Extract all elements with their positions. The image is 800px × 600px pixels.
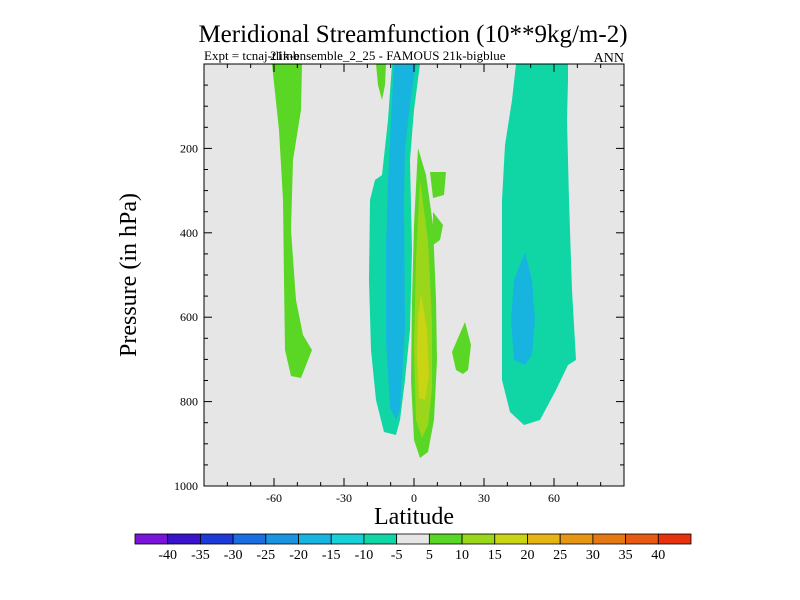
chart-title: Meridional Streamfunction (10**9kg/m-2) bbox=[198, 21, 627, 48]
y-tick-label: 400 bbox=[180, 226, 198, 240]
x-tick-label: -30 bbox=[336, 491, 352, 505]
colorbar-label: 10 bbox=[455, 548, 469, 563]
colorbar-swatch bbox=[559, 533, 594, 545]
contour-nh-small-cell bbox=[452, 322, 471, 374]
colorbar-swatch bbox=[330, 533, 365, 545]
x-tick-label: 0 bbox=[411, 491, 417, 505]
plot-area: -60 -30 0 30 60 200 400 600 800 1000 bbox=[174, 63, 625, 505]
colorbar-swatch bbox=[592, 533, 626, 545]
y-tick-label: 200 bbox=[180, 141, 198, 155]
colorbar-swatch bbox=[298, 533, 332, 545]
contour-small-blob-right bbox=[430, 172, 446, 198]
colorbar-label: -35 bbox=[191, 548, 210, 563]
colorbar-swatch bbox=[494, 533, 528, 545]
colorbar-label: -30 bbox=[224, 548, 243, 563]
y-tick-label: 800 bbox=[180, 395, 198, 409]
x-axis: -60 -30 0 30 60 bbox=[203, 64, 625, 505]
colorbar-swatch bbox=[625, 533, 659, 545]
colorbar-swatch bbox=[657, 533, 692, 545]
x-tick-label: 30 bbox=[478, 491, 490, 505]
contour-nh-small-cell-tip bbox=[433, 212, 443, 245]
y-axis: 200 400 600 800 1000 bbox=[174, 63, 624, 493]
colorbar-label: 5 bbox=[426, 548, 433, 563]
contour-sh-tropical-cell-inner bbox=[386, 64, 416, 420]
y-tick-label: 600 bbox=[180, 310, 198, 324]
contour-nh-midlat-cell-outer bbox=[502, 64, 576, 425]
chart-subtitle-overlap: 21k-ensemble_2_25 - FAMOUS 21k-bigblue bbox=[270, 48, 506, 63]
chart-subtitle-right: ANN bbox=[594, 51, 624, 66]
colorbar-swatch bbox=[232, 533, 267, 545]
colorbar-label: -25 bbox=[256, 548, 275, 563]
colorbar-swatch bbox=[363, 533, 398, 545]
colorbar-label: 20 bbox=[520, 548, 534, 563]
contour-sh-subpolar-cell bbox=[272, 64, 312, 378]
y-axis-label: Pressure (in hPa) bbox=[116, 193, 142, 357]
colorbar-label: -5 bbox=[391, 548, 403, 563]
colorbar-label: -15 bbox=[322, 548, 341, 563]
colorbar-label: 40 bbox=[651, 548, 665, 563]
colorbar-swatch bbox=[200, 533, 234, 545]
contour-eq-cell-core bbox=[417, 293, 429, 400]
colorbar-swatch bbox=[265, 533, 299, 545]
colorbar-label: -10 bbox=[355, 548, 374, 563]
x-tick-label: 60 bbox=[548, 491, 560, 505]
colorbar-swatch bbox=[167, 533, 201, 545]
colorbar-label: 30 bbox=[586, 548, 600, 563]
colorbar-label: 15 bbox=[488, 548, 502, 563]
colorbar-swatch bbox=[461, 533, 496, 545]
x-axis-label: Latitude bbox=[374, 504, 454, 530]
x-tick-label: -60 bbox=[266, 491, 282, 505]
colorbar-swatch bbox=[396, 533, 430, 545]
y-tick-label: 1000 bbox=[174, 479, 198, 493]
colorbar-swatch bbox=[134, 533, 169, 545]
colorbar-label: 25 bbox=[553, 548, 567, 563]
contour-nh-midlat-cell-inner bbox=[511, 252, 535, 365]
colorbar-swatch bbox=[527, 533, 561, 545]
colorbar-swatch bbox=[428, 533, 463, 545]
colorbar-label: -20 bbox=[289, 548, 308, 563]
colorbar: -40 -35 -30 -25 -20 -15 -10 -5 5 10 15 20 25 30 35 40 bbox=[134, 533, 692, 563]
chart-subtitle-left: Expt = tcnaj-tlimb bbox=[204, 48, 299, 63]
colorbar-label: 35 bbox=[619, 548, 633, 563]
contour-sh-top-blob bbox=[376, 64, 386, 100]
colorbar-label: -40 bbox=[158, 548, 177, 563]
